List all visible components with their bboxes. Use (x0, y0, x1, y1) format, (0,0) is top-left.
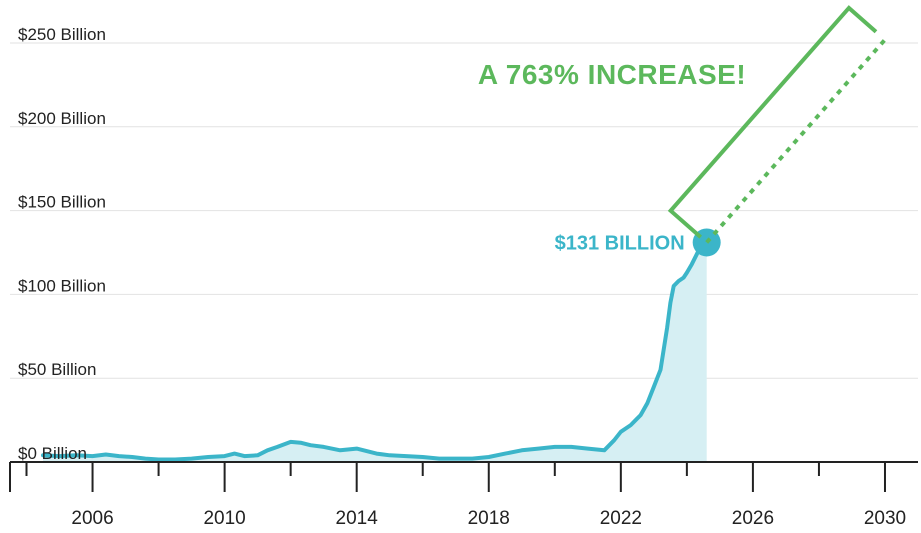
series-line (41, 240, 709, 462)
y-tick-label: $100 Billion (18, 276, 106, 295)
projection-layer (667, 5, 887, 244)
series-line-layer (41, 228, 721, 462)
annotations: A 763% INCREASE! $131 BILLION (478, 59, 746, 254)
y-tick-label: $150 Billion (18, 193, 106, 212)
highlight-value-label: $131 BILLION (555, 232, 685, 254)
projection-line (705, 38, 887, 244)
x-tick-label: 2030 (864, 508, 906, 529)
y-tick-label: $250 Billion (18, 25, 106, 44)
y-tick-label: $0 Billion (18, 444, 87, 463)
y-tick-label: $200 Billion (18, 109, 106, 128)
x-tick-label: 2006 (71, 508, 113, 529)
x-axis (9, 461, 918, 492)
x-axis-tick-labels: 2006 2010 2014 2018 2022 2026 2030 (71, 508, 906, 529)
series-area (43, 242, 707, 462)
x-tick-label: 2026 (732, 508, 774, 529)
x-tick-label: 2018 (468, 508, 510, 529)
increase-bracket (667, 5, 878, 239)
y-tick-label: $50 Billion (18, 360, 96, 379)
increase-annotation-text: A 763% INCREASE! (478, 59, 746, 90)
grid-lines (10, 42, 918, 379)
area-fill-layer (43, 242, 707, 462)
x-tick-label: 2022 (600, 508, 642, 529)
x-tick-label: 2010 (203, 508, 245, 529)
y-axis-tick-labels: $0 Billion $50 Billion $100 Billion $150 Bi… (18, 25, 106, 463)
x-tick-label: 2014 (336, 508, 379, 529)
